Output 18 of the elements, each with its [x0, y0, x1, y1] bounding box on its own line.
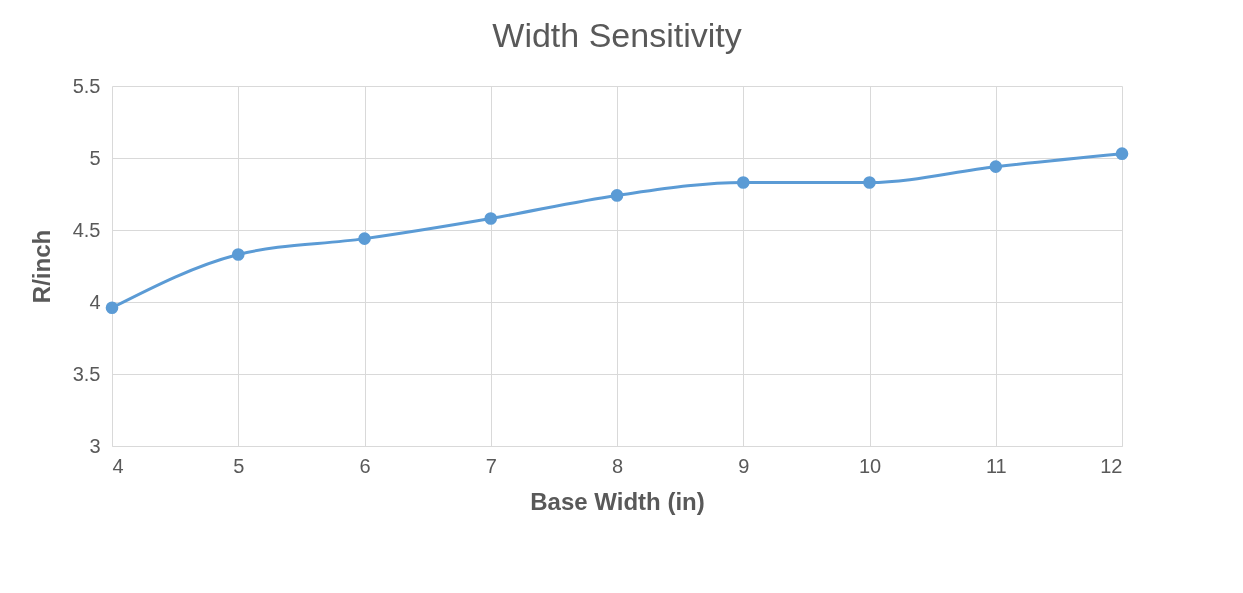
- y-axis-title: R/inch: [27, 229, 55, 304]
- x-tick-label: 6: [359, 454, 371, 477]
- y-tick-label: 4.5: [72, 218, 101, 241]
- x-tick-label: 5: [233, 454, 245, 477]
- y-tick-label: 3: [89, 434, 101, 457]
- chart-title: Width Sensitivity: [492, 16, 742, 54]
- x-tick-label: 7: [485, 454, 497, 477]
- y-tick-label: 5.5: [72, 74, 101, 97]
- y-tick-label: 4: [89, 290, 101, 313]
- x-tick-label: 10: [858, 454, 882, 477]
- x-tick-label: 9: [738, 454, 750, 477]
- x-axis-title: Base Width (in): [530, 487, 705, 515]
- x-tick-label: 12: [1100, 454, 1123, 477]
- x-tick-label: 4: [112, 454, 124, 477]
- y-tick-label: 3.5: [72, 362, 101, 385]
- y-tick-label: 5: [89, 146, 101, 169]
- x-tick-label: 8: [611, 454, 624, 477]
- x-tick-label: 11: [985, 454, 1007, 477]
